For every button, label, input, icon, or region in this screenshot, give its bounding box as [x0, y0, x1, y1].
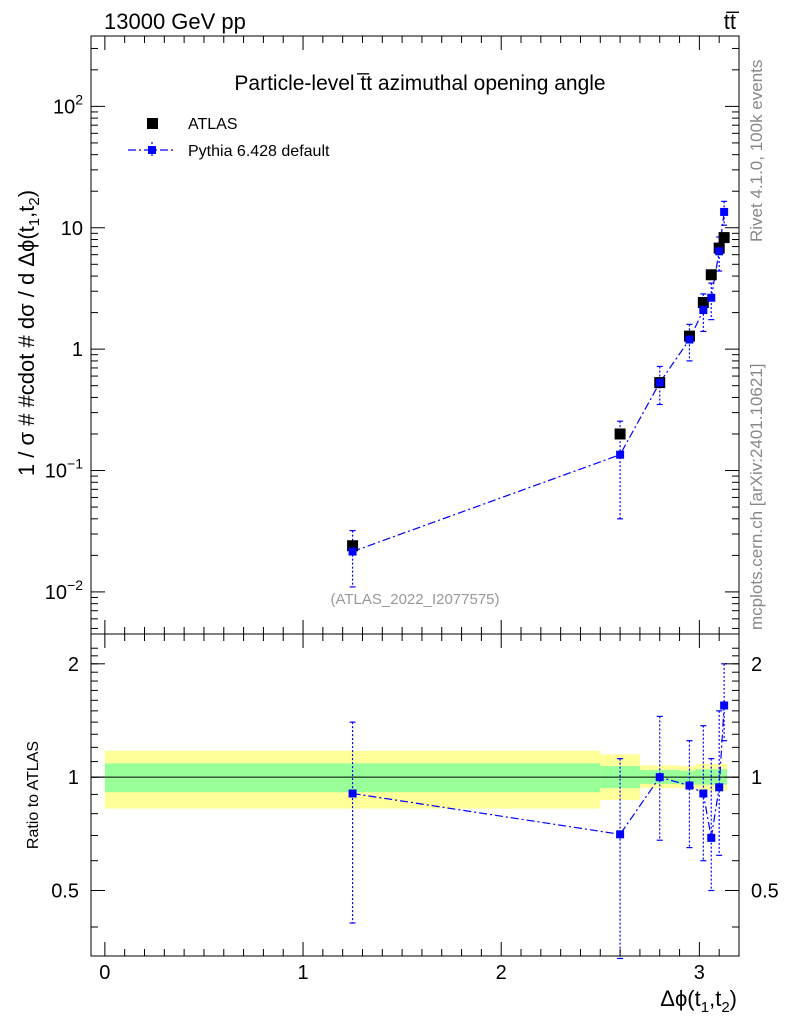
y-tick-label: 10	[61, 218, 83, 240]
analysis-tag: (ATLAS_2022_I2077575)	[330, 591, 499, 608]
y-tick-label: 10−1	[45, 456, 83, 483]
y-label-sub-2: 2	[26, 197, 43, 205]
x-label-sub-1: 1	[701, 999, 709, 1016]
ratio-y-tick-label-right: 1	[751, 767, 762, 789]
atlas-point	[705, 269, 717, 281]
y-axis-label: 1 / σ # #cdot # dσ / d Δϕ(t1,t2)	[14, 190, 43, 476]
y-tick-label: 10−2	[45, 577, 83, 604]
y-tick-label: 1	[72, 339, 83, 361]
y-tick-base: 10	[53, 96, 75, 118]
y-label-mid: ,t	[14, 206, 39, 218]
pythia-point	[715, 247, 724, 256]
band-inner	[679, 770, 696, 785]
ratio-y-tick-label: 1	[68, 767, 79, 789]
ratio-frame	[90, 633, 740, 957]
ratio-y-tick-label-right: 0.5	[751, 881, 779, 903]
atlas-point	[718, 232, 730, 244]
x-label-main: Δϕ(t	[660, 986, 700, 1011]
ratio-point	[715, 783, 724, 792]
y-tick-base: 10	[45, 461, 67, 483]
pythia-point	[720, 207, 729, 216]
ratio-point	[707, 833, 716, 842]
ratio-axes: 0 1 2 3 0.5 0.5 1 1 2 2	[51, 634, 779, 984]
legend-marker-atlas	[147, 118, 158, 129]
atlas-point	[614, 428, 626, 440]
pythia-point	[616, 450, 625, 459]
y-label-end: )	[14, 190, 39, 197]
ratio-y-axis-label: Ratio to ATLAS	[25, 741, 42, 849]
legend-label-atlas: ATLAS	[188, 116, 238, 133]
x-label-end: )	[730, 986, 737, 1011]
energy-label: 13000 GeV pp	[104, 9, 246, 34]
pythia-point	[685, 335, 694, 344]
y-tick-exponent: 2	[75, 91, 83, 107]
x-axis-label: Δϕ(t1,t2)	[660, 986, 737, 1016]
x-label-mid: ,t	[709, 986, 721, 1011]
atlas-point	[697, 297, 709, 309]
y-tick-exponent: −2	[67, 577, 83, 593]
main-plot-content	[347, 200, 730, 588]
ratio-line	[352, 705, 725, 838]
atlas-point	[347, 540, 359, 552]
ratio-point	[685, 781, 694, 790]
legend: ATLAS Pythia 6.428 default	[128, 116, 330, 160]
ratio-point	[616, 830, 625, 839]
y-tick-exponent: −1	[67, 456, 83, 472]
legend-label-pythia: Pythia 6.428 default	[188, 143, 330, 160]
pythia-point	[707, 293, 716, 302]
source-label: mcplots.cern.ch [arXiv:2401.10621]	[747, 364, 766, 630]
pythia-point	[699, 306, 708, 315]
ratio-point	[655, 773, 664, 782]
y-label-sub-1: 1	[26, 218, 43, 226]
pythia-point	[348, 547, 357, 556]
ratio-point	[348, 789, 357, 798]
ratio-panel: 0 1 2 30.5 0.51 12 2 Ratio to ATLAS Δϕ(t1,t2)	[25, 633, 779, 1016]
ratio-point	[720, 701, 729, 710]
rivet-label: Rivet 4.1.0, 100k events	[747, 60, 766, 242]
ratio-plot-content	[91, 663, 739, 960]
y-tick-base: 10	[45, 582, 67, 604]
x-tick-label: 3	[694, 962, 705, 984]
ratio-y-tick-label-right: 2	[751, 654, 762, 676]
pythia-line	[352, 211, 725, 553]
pythia-point	[655, 378, 664, 387]
ratio-y-tick-label: 2	[68, 654, 79, 676]
y-tick-label: 102	[53, 91, 83, 118]
ratio-point	[699, 789, 708, 798]
x-tick-label: 0	[99, 962, 110, 984]
x-tick-label: 2	[496, 962, 507, 984]
plot-title: Particle-level t̅t azimuthal opening ang…	[234, 72, 605, 95]
x-tick-label: 1	[297, 962, 308, 984]
process-label: tt̅	[724, 9, 740, 34]
ratio-y-tick-label: 0.5	[51, 881, 79, 903]
main-panel: Particle-level t̅t azimuthal opening ang…	[14, 35, 740, 635]
y-label-main: 1 / σ # #cdot # dσ / d Δϕ(t	[14, 226, 39, 476]
x-label-sub-2: 2	[721, 999, 729, 1016]
